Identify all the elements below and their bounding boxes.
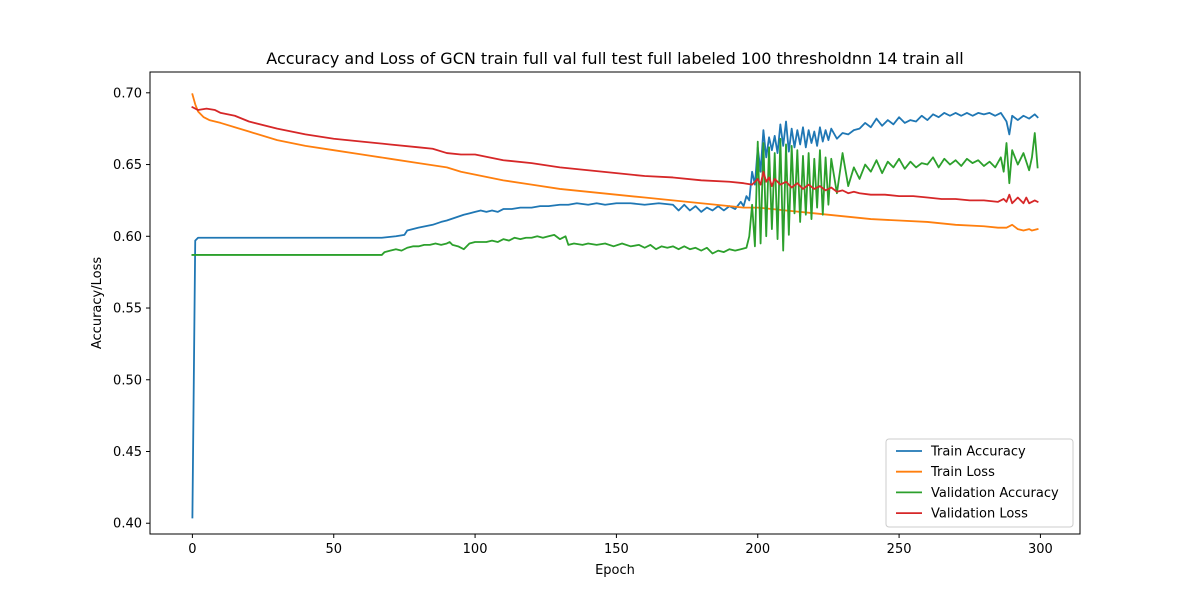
x-axis: 0 50 100 150 200 250 300 xyxy=(188,534,1053,557)
legend-label-1: Train Loss xyxy=(930,465,995,480)
series-layer xyxy=(191,93,1039,519)
legend-label-2: Validation Accuracy xyxy=(931,486,1059,501)
legend-label-0: Train Accuracy xyxy=(930,445,1026,460)
y-axis: 0.40 0.45 0.50 0.55 0.60 0.65 0.70 xyxy=(113,86,150,532)
legend: Train Accuracy Train Loss Validation Accur… xyxy=(885,438,1074,528)
x-tick-label-4: 200 xyxy=(745,542,770,557)
y-axis-label: Accuracy/Loss xyxy=(90,257,105,349)
legend-box xyxy=(885,438,1074,528)
legend-label-3: Validation Loss xyxy=(931,507,1028,522)
y-tick-label-2: 0.50 xyxy=(113,373,142,388)
y-tick-label-4: 0.60 xyxy=(113,230,142,245)
series-line-1 xyxy=(191,93,1039,232)
series-line-2 xyxy=(191,132,1039,256)
x-tick-label-2: 100 xyxy=(463,542,488,557)
plot-frame xyxy=(149,71,1081,535)
x-tick-label-3: 150 xyxy=(604,542,629,557)
x-axis-label: Epoch xyxy=(595,563,635,578)
x-tick-label-5: 250 xyxy=(887,542,912,557)
y-tick-label-6: 0.70 xyxy=(113,86,142,101)
x-tick-label-1: 50 xyxy=(325,542,342,557)
series-line-0 xyxy=(191,111,1039,519)
y-tick-label-5: 0.65 xyxy=(113,158,142,173)
chart-title: Accuracy and Loss of GCN train full val … xyxy=(266,49,963,68)
y-tick-label-3: 0.55 xyxy=(113,302,142,317)
series-line-3 xyxy=(191,105,1039,205)
y-tick-label-1: 0.45 xyxy=(113,445,142,460)
x-tick-label-0: 0 xyxy=(188,542,196,557)
x-tick-label-6: 300 xyxy=(1028,542,1053,557)
y-tick-label-0: 0.40 xyxy=(113,517,142,532)
